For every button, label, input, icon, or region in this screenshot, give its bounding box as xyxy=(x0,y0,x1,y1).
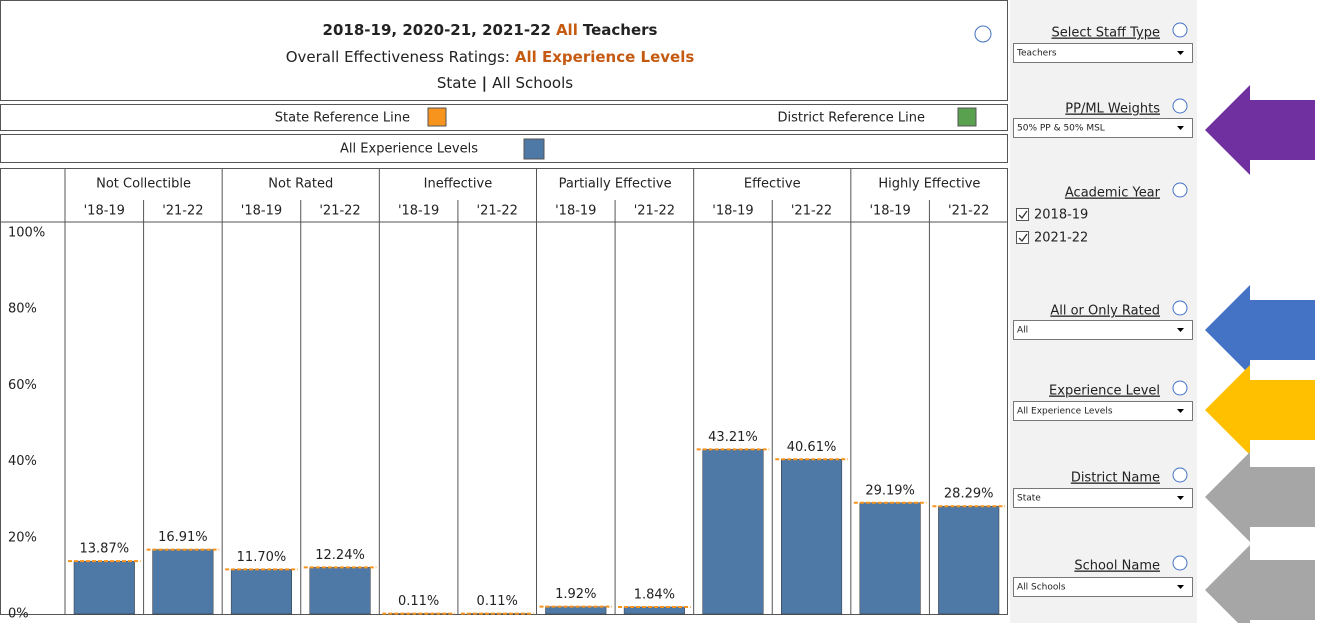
dropdown-value: All Experience Levels xyxy=(1017,407,1113,417)
sub-label: '18-19 xyxy=(84,204,125,219)
bar xyxy=(153,550,214,614)
value-label: 1.92% xyxy=(555,587,596,602)
value-label: 28.29% xyxy=(944,487,994,502)
sub-label: '21-22 xyxy=(319,204,360,219)
value-label: 16.91% xyxy=(158,530,208,545)
legend-label: District Reference Line xyxy=(777,111,925,126)
checkbox[interactable] xyxy=(1017,232,1029,244)
control-label: Academic Year xyxy=(1065,186,1161,201)
arrow xyxy=(1205,365,1315,455)
arrow xyxy=(1205,452,1315,542)
control-label: Select Staff Type xyxy=(1051,26,1160,41)
legend-row xyxy=(1,135,1008,163)
title-part: Teachers xyxy=(583,21,658,39)
sub-label: '21-22 xyxy=(162,204,203,219)
sub-label: '18-19 xyxy=(869,204,910,219)
value-label: 1.84% xyxy=(634,587,675,602)
dropdown-value: 50% PP & 50% MSL xyxy=(1017,124,1105,134)
value-label: 12.24% xyxy=(315,548,365,563)
dropdown[interactable] xyxy=(1014,321,1193,340)
checkbox-label: 2021-22 xyxy=(1034,231,1088,246)
legend-label: State Reference Line xyxy=(275,111,410,126)
bar xyxy=(74,561,135,614)
group-label: Not Rated xyxy=(268,177,333,192)
group-label: Partially Effective xyxy=(559,177,672,192)
sub-label: '18-19 xyxy=(398,204,439,219)
title: 2018-19, 2020-21, 2021-22 All Teachers xyxy=(323,21,658,39)
arrow xyxy=(1205,85,1315,175)
control-label: PP/ML Weights xyxy=(1065,102,1160,117)
scope-part: All Schools xyxy=(492,74,573,92)
bar xyxy=(860,503,921,614)
control-label: All or Only Rated xyxy=(1050,304,1160,319)
sub-label: '18-19 xyxy=(241,204,282,219)
title-part: All xyxy=(556,21,578,39)
y-tick-label: 100% xyxy=(8,226,45,241)
info-icon[interactable] xyxy=(1173,381,1187,395)
value-label: 29.19% xyxy=(865,483,915,498)
subtitle-part: All Experience Levels xyxy=(515,48,694,66)
value-label: 40.61% xyxy=(787,440,837,455)
legend-swatch xyxy=(428,108,446,126)
bar xyxy=(546,607,607,614)
title-part: 2018-19, 2020-21, 2021-22 xyxy=(323,21,551,39)
y-tick-label: 80% xyxy=(8,302,37,317)
y-tick-label: 40% xyxy=(8,454,37,469)
subtitle-part: Overall Effectiveness Ratings: xyxy=(286,48,510,66)
control-label: District Name xyxy=(1071,471,1160,486)
info-icon[interactable] xyxy=(1173,301,1187,315)
sub-label: '21-22 xyxy=(948,204,989,219)
group-label: Highly Effective xyxy=(878,177,980,192)
info-icon[interactable] xyxy=(975,26,991,42)
sub-label: '18-19 xyxy=(712,204,753,219)
control-label: Experience Level xyxy=(1049,384,1160,399)
plot-frame xyxy=(1,169,1008,615)
group-label: Ineffective xyxy=(424,177,493,192)
info-icon[interactable] xyxy=(1173,183,1187,197)
scope-part: State xyxy=(437,74,477,92)
checkbox[interactable] xyxy=(1017,209,1029,221)
checkbox-label: 2018-19 xyxy=(1034,208,1088,223)
bar xyxy=(310,567,371,614)
info-icon[interactable] xyxy=(1173,468,1187,482)
dropdown-value: State xyxy=(1017,494,1041,504)
legend-swatch xyxy=(958,108,976,126)
bar xyxy=(938,506,999,614)
info-icon[interactable] xyxy=(1173,556,1187,570)
bar xyxy=(231,569,292,614)
group-label: Not Collectible xyxy=(96,177,191,192)
arrow xyxy=(1205,545,1315,623)
value-label: 11.70% xyxy=(237,550,287,565)
dropdown-value: All Schools xyxy=(1017,583,1066,593)
value-label: 0.11% xyxy=(477,594,518,609)
sub-label: '21-22 xyxy=(634,204,675,219)
info-icon[interactable] xyxy=(1173,23,1187,37)
bar xyxy=(703,449,764,614)
sub-label: '21-22 xyxy=(791,204,832,219)
legend-label: All Experience Levels xyxy=(340,142,478,157)
info-icon[interactable] xyxy=(1173,99,1187,113)
bar xyxy=(781,459,842,614)
chart: 0% 20% 40% 60% 80% 100% Not Collectible '18-19 1… xyxy=(0,168,1008,622)
y-tick-label: 60% xyxy=(8,378,37,393)
y-tick-label: 20% xyxy=(8,530,37,545)
scope-part: | xyxy=(482,74,487,93)
dropdown-value: Teachers xyxy=(1016,49,1057,59)
legend-swatch xyxy=(524,139,544,159)
bar xyxy=(624,607,685,614)
value-label: 13.87% xyxy=(80,542,130,557)
subtitle: Overall Effectiveness Ratings: All Experi… xyxy=(286,48,695,66)
sub-label: '18-19 xyxy=(555,204,596,219)
sub-label: '21-22 xyxy=(477,204,518,219)
arrow xyxy=(1205,285,1315,375)
group-label: Effective xyxy=(744,177,801,192)
y-tick-label: 0% xyxy=(8,607,29,622)
value-label: 0.11% xyxy=(398,594,439,609)
control-label: School Name xyxy=(1074,559,1160,574)
dropdown-value: All xyxy=(1017,326,1028,336)
value-label: 43.21% xyxy=(708,430,758,445)
scope: State | All Schools xyxy=(437,74,573,93)
